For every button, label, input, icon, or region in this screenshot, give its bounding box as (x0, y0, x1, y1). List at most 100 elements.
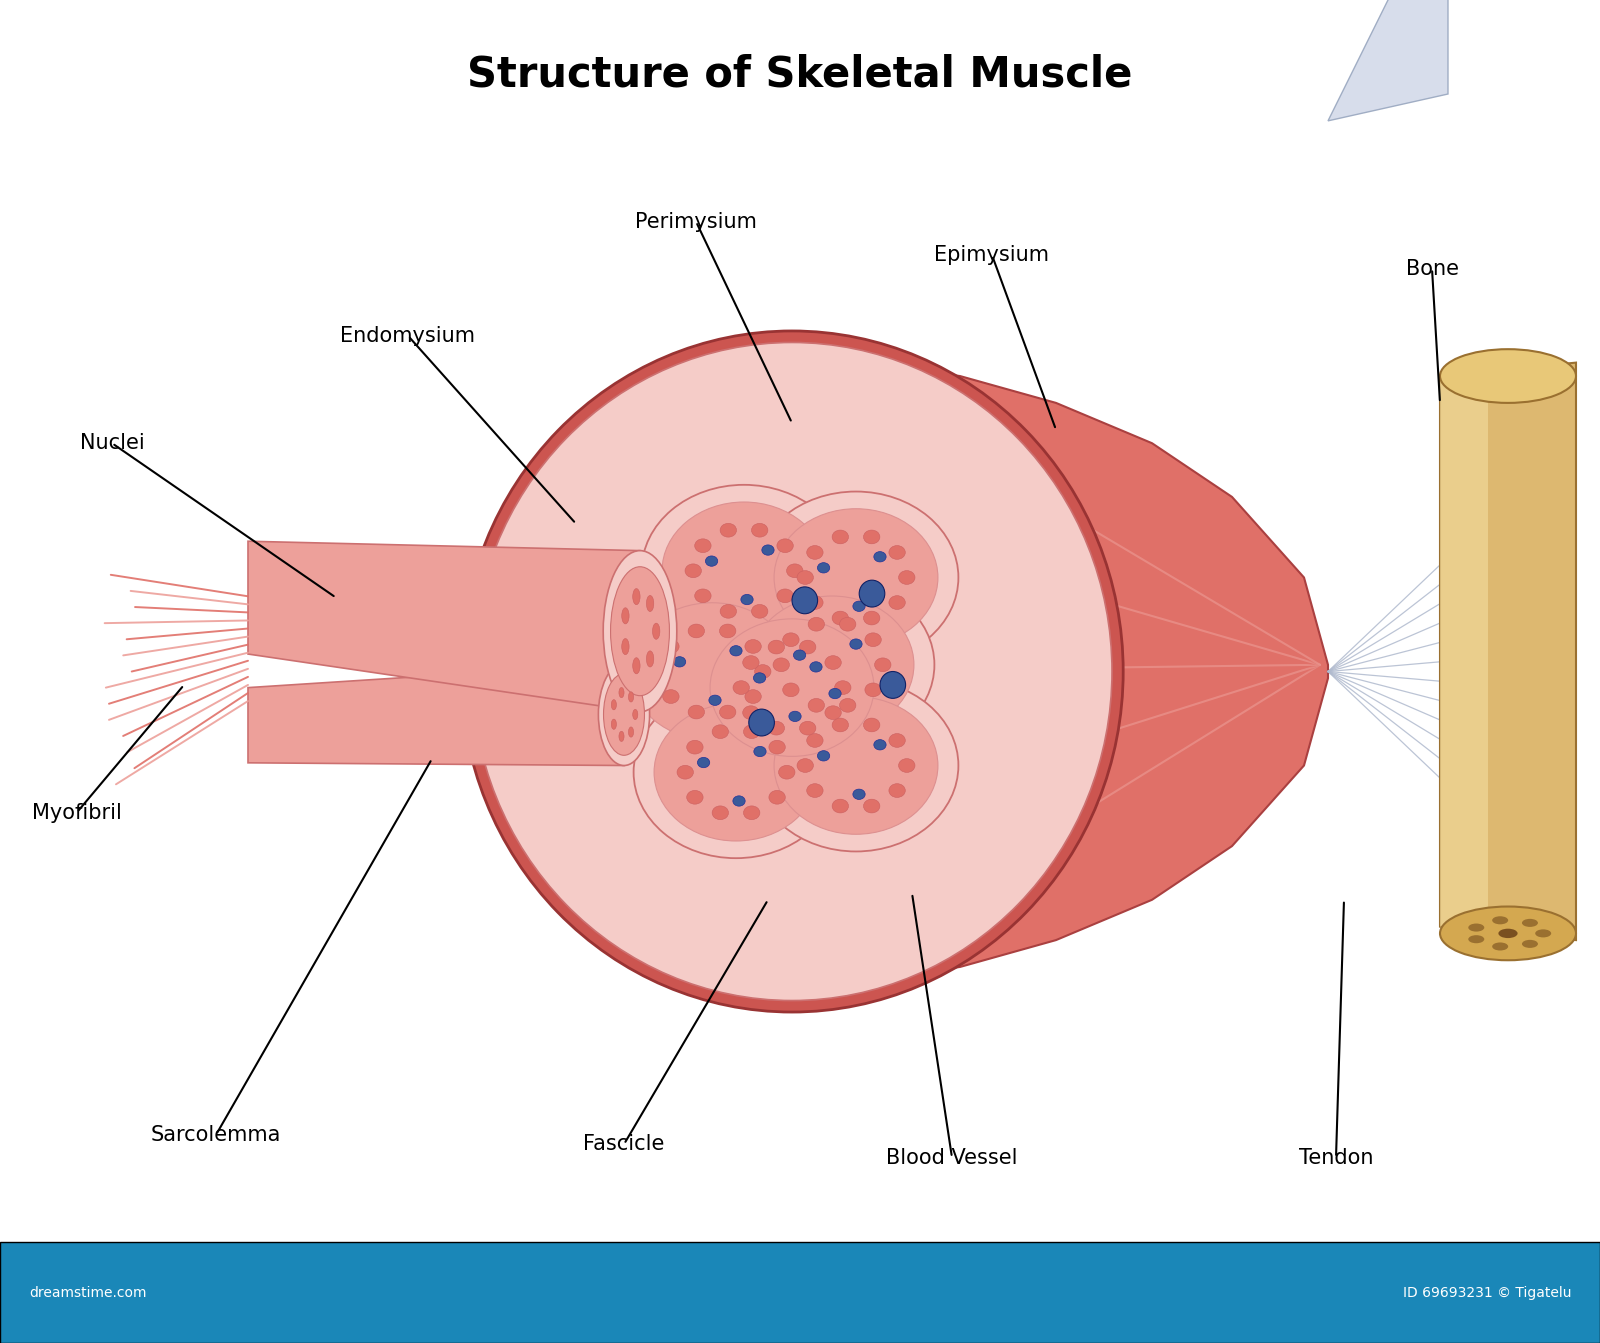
Circle shape (866, 684, 882, 697)
Circle shape (698, 757, 710, 768)
Circle shape (744, 725, 760, 739)
Ellipse shape (1493, 916, 1509, 924)
Circle shape (806, 596, 822, 610)
Circle shape (840, 698, 856, 712)
Circle shape (688, 624, 704, 638)
Ellipse shape (610, 586, 814, 757)
Circle shape (754, 747, 766, 756)
Ellipse shape (859, 580, 885, 607)
Polygon shape (248, 663, 624, 766)
Ellipse shape (632, 658, 640, 674)
Text: Bone: Bone (1405, 259, 1459, 278)
Text: ID 69693231 © Tigatelu: ID 69693231 © Tigatelu (1403, 1287, 1571, 1300)
Polygon shape (248, 541, 640, 712)
Circle shape (829, 689, 842, 698)
Circle shape (778, 539, 794, 552)
Circle shape (685, 564, 701, 577)
Ellipse shape (598, 663, 650, 766)
Circle shape (899, 759, 915, 772)
Circle shape (694, 539, 710, 552)
Circle shape (832, 799, 848, 813)
Circle shape (875, 658, 891, 672)
Ellipse shape (754, 680, 958, 851)
Circle shape (662, 690, 678, 704)
Ellipse shape (774, 697, 938, 834)
Circle shape (662, 639, 678, 653)
Circle shape (864, 719, 880, 732)
Ellipse shape (792, 587, 818, 614)
Ellipse shape (730, 579, 934, 751)
Ellipse shape (880, 672, 906, 698)
Circle shape (874, 740, 886, 749)
Circle shape (853, 602, 866, 611)
Ellipse shape (603, 551, 677, 712)
Circle shape (762, 545, 774, 555)
Circle shape (806, 733, 822, 747)
Text: Structure of Skeletal Muscle: Structure of Skeletal Muscle (467, 54, 1133, 95)
Ellipse shape (630, 603, 794, 740)
Ellipse shape (1536, 929, 1552, 937)
Circle shape (720, 624, 736, 638)
Circle shape (694, 590, 710, 603)
FancyBboxPatch shape (0, 1242, 1600, 1343)
Circle shape (850, 639, 862, 649)
Ellipse shape (1493, 943, 1509, 951)
Circle shape (778, 590, 794, 603)
Text: Epimysium: Epimysium (934, 246, 1050, 265)
Circle shape (797, 759, 813, 772)
Circle shape (773, 658, 789, 672)
Ellipse shape (646, 595, 654, 611)
Circle shape (712, 806, 728, 819)
Ellipse shape (749, 709, 774, 736)
Ellipse shape (642, 485, 846, 657)
Circle shape (653, 665, 669, 678)
Text: dreamstime.com: dreamstime.com (29, 1287, 146, 1300)
Circle shape (754, 673, 766, 684)
Circle shape (744, 806, 760, 819)
Circle shape (794, 650, 806, 661)
Circle shape (779, 766, 795, 779)
Circle shape (782, 633, 798, 646)
Circle shape (826, 706, 842, 720)
Circle shape (688, 705, 704, 719)
Text: Myofibril: Myofibril (32, 803, 122, 822)
Circle shape (800, 721, 816, 735)
Circle shape (864, 530, 880, 544)
Circle shape (832, 719, 848, 732)
Text: Nuclei: Nuclei (80, 434, 144, 453)
Circle shape (706, 556, 718, 567)
Circle shape (720, 524, 736, 537)
Ellipse shape (754, 492, 958, 663)
Circle shape (787, 564, 803, 577)
Circle shape (686, 740, 702, 753)
Circle shape (806, 784, 822, 798)
Ellipse shape (774, 509, 938, 646)
Circle shape (770, 740, 786, 753)
Ellipse shape (611, 567, 669, 696)
Circle shape (890, 545, 906, 559)
Circle shape (835, 681, 851, 694)
Circle shape (742, 706, 758, 720)
Circle shape (686, 791, 702, 804)
Circle shape (810, 662, 822, 672)
Ellipse shape (461, 330, 1123, 1013)
Ellipse shape (619, 688, 624, 697)
Circle shape (755, 665, 771, 678)
Text: Perimysium: Perimysium (635, 212, 757, 231)
Circle shape (890, 596, 906, 610)
Polygon shape (1328, 0, 1448, 121)
Circle shape (800, 641, 816, 654)
Circle shape (674, 657, 686, 667)
Circle shape (768, 641, 784, 654)
Polygon shape (1440, 363, 1576, 940)
Ellipse shape (1522, 919, 1538, 927)
Circle shape (709, 696, 722, 705)
Text: Endomysium: Endomysium (341, 326, 475, 345)
Ellipse shape (646, 651, 654, 667)
Text: Blood Vessel: Blood Vessel (886, 1148, 1018, 1167)
Polygon shape (1440, 376, 1488, 927)
Circle shape (890, 733, 906, 747)
Circle shape (742, 655, 758, 669)
Ellipse shape (1469, 935, 1485, 943)
Ellipse shape (1522, 940, 1538, 948)
